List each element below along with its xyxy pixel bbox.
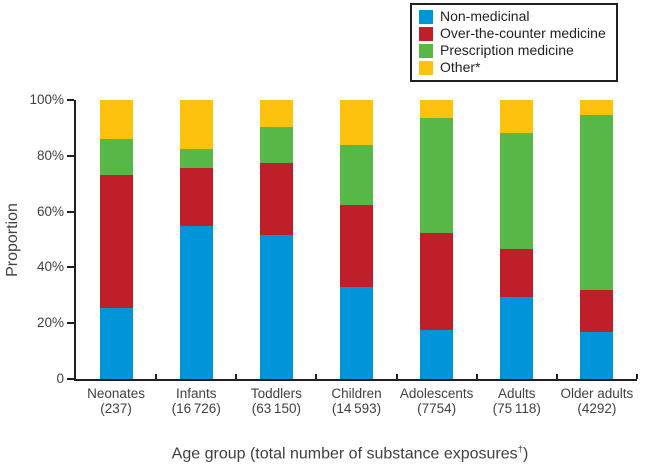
bar-segment (340, 286, 373, 379)
category-name: Neonates (87, 386, 145, 401)
bar-segment (580, 331, 614, 379)
legend: Non-medicinal Over-the-counter medicine Pr… (410, 3, 618, 82)
bar-segment (259, 100, 293, 127)
category-name: Older adults (560, 386, 634, 401)
category-label: Infants (16 726) (141, 386, 251, 416)
category-total: (16 726) (171, 401, 221, 416)
bar-segment (420, 330, 454, 379)
category-total: (63 150) (251, 401, 301, 416)
legend-label: Other* (440, 59, 481, 75)
legend-item: Other* (419, 60, 608, 75)
category-total: (75 118) (492, 401, 541, 416)
bar-segment (179, 100, 213, 149)
bar-segment (420, 232, 454, 331)
y-axis-tick (67, 99, 74, 101)
x-axis-title-text: Age group (total number of substance exp… (171, 445, 518, 463)
y-axis-tick-label: 20% (36, 315, 64, 331)
bar-segment (259, 126, 293, 163)
y-axis-tick-label: 80% (36, 147, 64, 163)
category-label: Adults (75 118) (462, 386, 572, 416)
category-name: Adolescents (399, 386, 474, 401)
y-axis-line (74, 100, 76, 381)
bar-segment (259, 162, 293, 236)
y-axis-tick (67, 378, 74, 380)
x-axis-tick (395, 374, 398, 379)
bar-segment (99, 139, 133, 176)
bar-segment (500, 249, 534, 297)
legend-swatch-icon (419, 60, 433, 75)
bar-segment (420, 100, 454, 119)
bar-segment (179, 148, 213, 169)
y-axis-tick (67, 210, 74, 213)
category-total: (4292) (577, 401, 617, 416)
bar-segment (420, 118, 454, 233)
x-axis-title: Age group (total number of substance exp… (60, 444, 640, 463)
category-name: Toddlers (250, 386, 302, 401)
legend-label: Over-the-counter medicine (440, 25, 606, 41)
y-axis-tick-label: 0 (56, 371, 64, 386)
bar-segment (179, 168, 213, 226)
category-label: Older adults (4292) (542, 386, 650, 416)
x-axis-tick (235, 374, 238, 379)
category-label: Neonates (237) (61, 386, 171, 416)
x-axis-tick (555, 374, 558, 379)
bar-segment (500, 133, 534, 250)
bar-segment (340, 100, 373, 145)
legend-item: Prescription medicine (419, 43, 608, 58)
category-label: Children (14 593) (302, 386, 412, 416)
x-axis-tick (155, 374, 158, 379)
legend-swatch-icon (419, 43, 433, 58)
x-axis-line (74, 379, 637, 381)
bar-segment (179, 225, 213, 379)
dagger-footnote-mark: † (517, 444, 523, 455)
bar-segment (580, 289, 614, 332)
category-total: (237) (100, 401, 132, 416)
x-axis-tick (636, 374, 638, 379)
bar-segment (340, 144, 373, 205)
bar-segment (580, 115, 614, 290)
legend-swatch-icon (419, 26, 433, 41)
bar-segment (500, 296, 534, 379)
legend-item: Non-medicinal (419, 9, 608, 24)
y-axis-tick (67, 322, 74, 325)
x-axis-title-close: ) (523, 445, 529, 463)
y-axis-tick (67, 266, 74, 269)
category-name: Infants (175, 386, 217, 401)
legend-label: Non-medicinal (440, 8, 530, 24)
y-axis-tick-label: 60% (36, 203, 64, 219)
bar-segment (259, 235, 293, 379)
legend-item: Over-the-counter medicine (419, 26, 608, 41)
x-axis-tick (475, 374, 478, 379)
category-label: Adolescents (7754) (382, 386, 492, 416)
legend-swatch-icon (419, 9, 433, 24)
category-name: Children (331, 386, 382, 401)
bar-segment (99, 175, 133, 308)
y-axis-tick (67, 154, 74, 157)
category-name: Adults (498, 386, 536, 401)
bar-segment (340, 204, 373, 287)
bar-segment (99, 307, 133, 379)
y-axis-title: Proportion (4, 203, 21, 277)
category-total: (7754) (417, 401, 457, 416)
category-total: (14 593) (331, 401, 382, 416)
category-label: Toddlers (63 150) (221, 386, 331, 416)
legend-label: Prescription medicine (440, 42, 574, 58)
bar-segment (500, 100, 534, 134)
bar-segment (580, 100, 614, 116)
bar-segment (99, 100, 133, 140)
x-axis-tick (315, 374, 318, 379)
y-axis-tick-label: 40% (36, 259, 64, 275)
y-axis-tick-label: 100% (29, 92, 64, 107)
